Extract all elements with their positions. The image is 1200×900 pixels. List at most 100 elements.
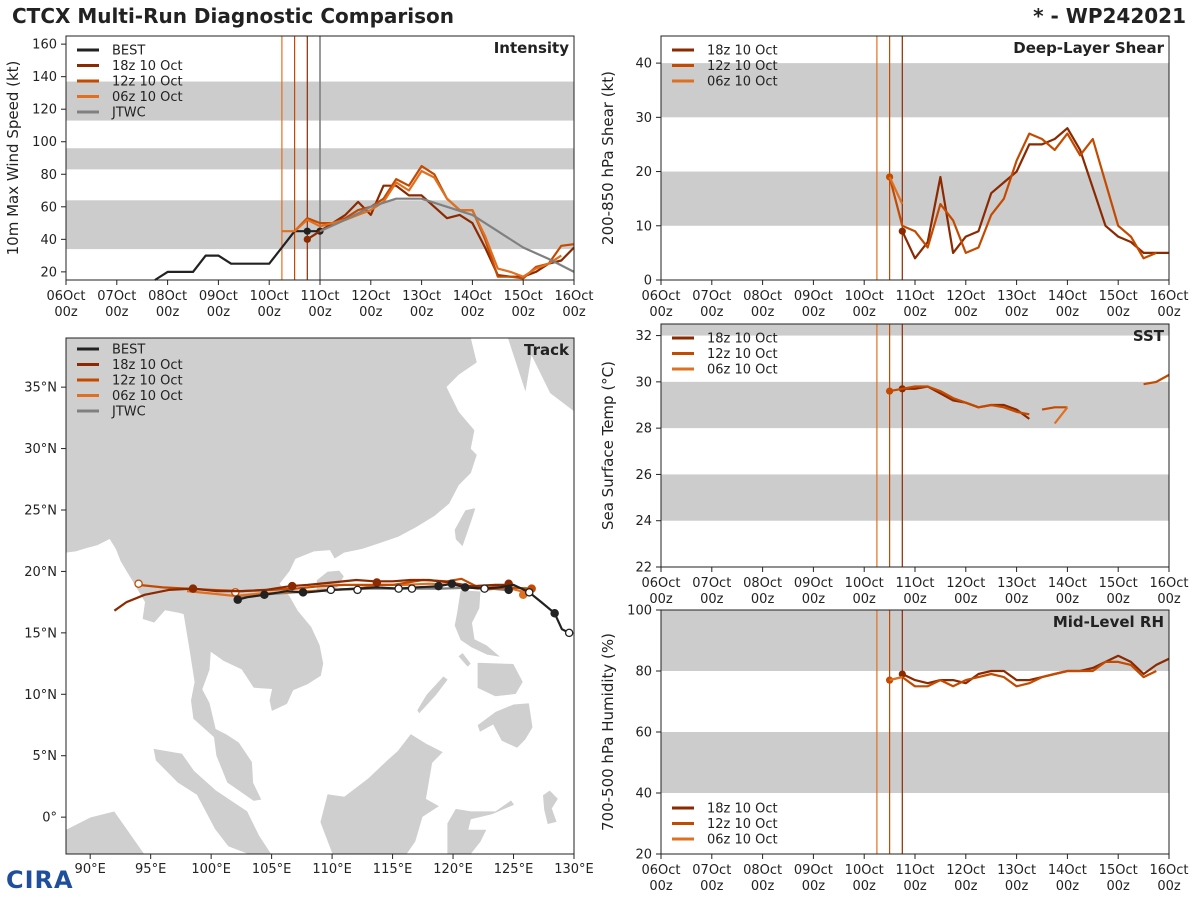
intensity-xtick-sub: 00z [207,305,231,320]
track-lat-label: 35°N [24,381,57,396]
track-panel: 90°E 95°E 100°E 105°E 110°E 115°E 120°E 125°E 13… [24,337,594,877]
rh-ylabel: 700-500 hPa Humidity (%) [599,633,617,831]
rh-xtick-sub: 00z [954,879,978,894]
intensity-legend-label: BEST [112,44,145,59]
shear-ytick-label: 10 [635,219,652,234]
sst-legend-label: 18z 10 Oct [707,332,778,347]
rh-xtick-label: 07Oct [692,863,731,878]
sst-band [661,324,1169,336]
sst-xtick-sub: 00z [1056,592,1080,607]
track-point-best [260,590,269,600]
intensity-xtick-sub: 00z [410,305,434,320]
rh-title: Mid-Level RH [1053,613,1164,631]
track-legend-label: JTWC [111,405,146,420]
intensity-xtick-sub: 00z [308,305,332,320]
track-lon-label: 105°E [252,862,292,877]
intensity-xtick-label: 11Oct [300,289,339,304]
intensity-xtick-sub: 00z [562,305,586,320]
intensity-xtick-label: 15Oct [504,289,543,304]
intensity-legend-label: 06z 10 Oct [112,90,183,105]
sst-xtick-sub: 00z [1107,592,1131,607]
sst-ylabel: Sea Surface Temp (°C) [599,361,617,530]
rh-xtick-label: 15Oct [1099,863,1138,878]
sst-xtick-sub: 00z [853,592,877,607]
track-legend-label: 12z 10 Oct [112,374,183,389]
rh-xtick-label: 12Oct [946,863,985,878]
intensity-xtick-label: 06Oct [46,289,85,304]
intensity-xtick-sub: 00z [54,305,78,320]
rh-xtick-sub: 00z [751,879,775,894]
rh-series-r12z [889,660,1157,688]
sst-xtick-label: 11Oct [895,576,934,591]
rh-series-r06z [889,676,903,682]
intensity-ytick-label: 160 [32,38,57,53]
rh-ytick-label: 100 [627,604,652,619]
shear-band [661,63,1169,118]
shear-ytick-label: 20 [635,165,652,180]
sst-xtick-label: 09Oct [794,576,833,591]
shear-xtick-sub: 00z [1005,305,1029,320]
land-palawan [416,675,449,715]
shear-legend-label: 06z 10 Oct [707,75,778,90]
shear-xtick-label: 08Oct [743,289,782,304]
track-map [66,338,574,854]
intensity-ylabel: 10m Max Wind Speed (kt) [4,61,22,256]
cira-logo-text: CIRA [6,866,74,894]
shear-xtick-sub: 00z [1107,305,1131,320]
track-line-best [237,582,570,634]
track-lon-label: 125°E [494,862,534,877]
rh-xtick-label: 10Oct [845,863,884,878]
track-point-best [564,628,574,638]
shear-xtick-label: 14Oct [1048,289,1087,304]
land-borneo [319,733,445,854]
intensity-legend-label: JTWC [111,106,146,121]
track-point-best [550,608,559,618]
shear-xtick-sub: 00z [1056,305,1080,320]
shear-ylabel: 200-850 hPa Shear (kt) [599,71,617,245]
track-point-r12z [134,579,143,588]
track-lat-label: 10°N [24,688,57,703]
track-legend-label: BEST [112,343,145,358]
intensity-series-jtwc [319,197,575,273]
shear-xtick-label: 11Oct [895,289,934,304]
sst-legend-label: 06z 10 Oct [707,363,778,378]
rh-legend-label: 18z 10 Oct [707,802,778,817]
shear-series-r12z [888,132,1157,260]
rh-xtick-label: 08Oct [743,863,782,878]
sst-xtick-sub: 00z [751,592,775,607]
intensity-xtick-label: 14Oct [453,289,492,304]
rh-xtick-sub: 00z [802,879,826,894]
land-sumatra [152,747,273,854]
track-point-best [504,585,513,595]
intensity-xtick-label: 09Oct [199,289,238,304]
track-title: Track [524,341,570,359]
intensity-ytick-label: 40 [40,233,57,248]
track-lon-label: 120°E [433,862,473,877]
intensity-xtick-sub: 00z [258,305,282,320]
intensity-legend-label: 12z 10 Oct [112,75,183,90]
intensity-xtick-label: 08Oct [148,289,187,304]
intensity-title: Intensity [494,39,570,57]
land-visayas [476,661,524,698]
land-offshore-none [66,810,146,854]
rh-ytick-label: 20 [635,848,652,863]
shear-xtick-label: 09Oct [794,289,833,304]
shear-xtick-label: 12Oct [946,289,985,304]
intensity-xtick-label: 13Oct [402,289,441,304]
shear-series-r18z [901,127,1169,260]
shear-xtick-label: 07Oct [692,289,731,304]
intensity-panel: 2040608010012014016006Oct00z07Oct00z08Oc… [4,35,594,320]
rh-legend-label: 12z 10 Oct [707,817,778,832]
sst-legend-label: 12z 10 Oct [707,347,778,362]
intensity-ytick-label: 20 [40,265,57,280]
intensity-xtick-sub: 00z [359,305,383,320]
shear-xtick-sub: 00z [954,305,978,320]
sst-xtick-sub: 00z [700,592,724,607]
track-point-r18z [188,584,198,593]
sst-ytick-label: 24 [635,514,652,529]
shear-series-r06z [888,176,904,205]
sst-xtick-label: 06Oct [641,576,680,591]
shear-xtick-sub: 00z [751,305,775,320]
rh-xtick-label: 16Oct [1149,863,1188,878]
